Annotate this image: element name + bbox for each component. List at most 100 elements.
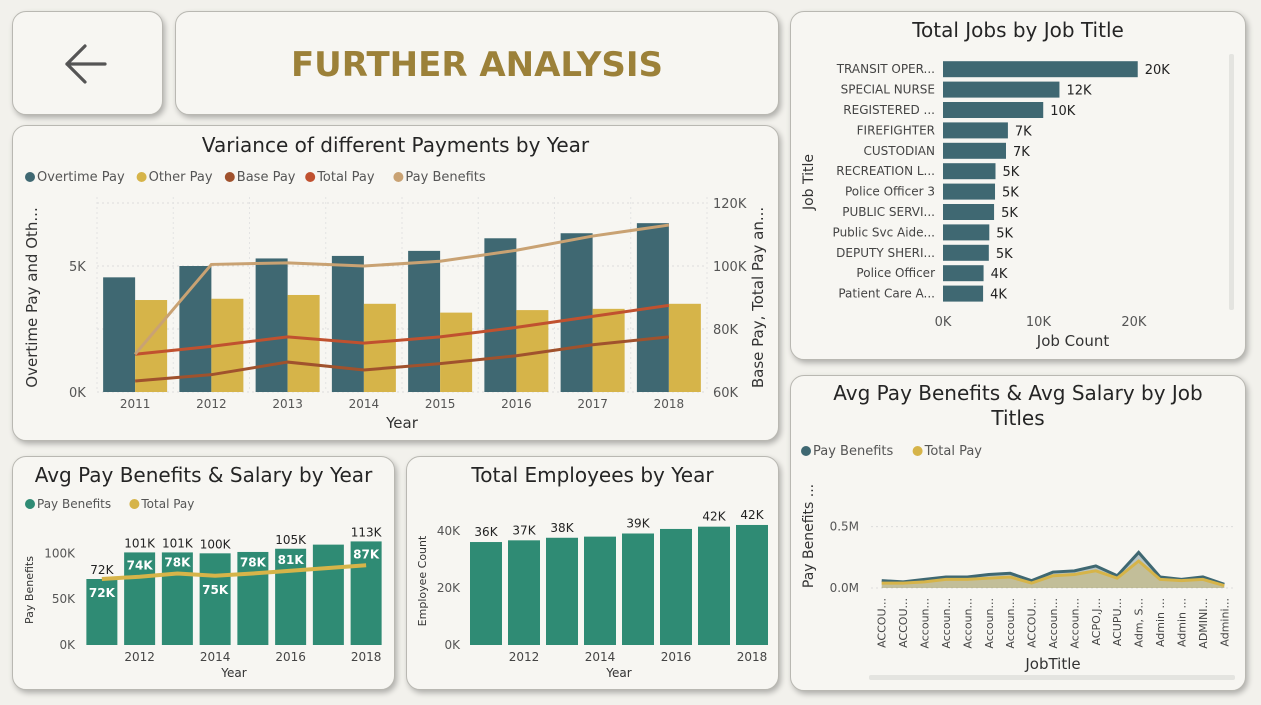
avg-year-chart-title: Avg Pay Benefits & Salary by Year (34, 463, 373, 487)
bar-job[interactable] (943, 122, 1008, 139)
y-tick-label: Police Officer (856, 266, 935, 280)
data-label: 4K (990, 288, 1007, 303)
line-total-pay[interactable] (134, 303, 670, 356)
bar-employees[interactable] (470, 542, 502, 645)
bar-employees[interactable] (546, 537, 578, 645)
x-tick-label: Accoun... (1047, 598, 1060, 649)
y-tick-label: 5K (69, 260, 86, 275)
legend-entry[interactable]: Total Pay (140, 497, 194, 511)
back-button[interactable] (12, 11, 163, 115)
x-tick-label: ACCOU... (897, 598, 910, 648)
line-base-pay[interactable] (135, 335, 670, 383)
bar-overtime-pay[interactable] (255, 258, 288, 392)
data-label: 87K (353, 547, 380, 561)
bar-employees[interactable] (698, 526, 730, 645)
data-label: 5K (1003, 165, 1020, 180)
x-axis-label: JobTitle (1024, 655, 1080, 673)
bar-pay-benefits[interactable] (124, 552, 156, 645)
data-label: 100K (200, 537, 232, 551)
bar-employees[interactable] (508, 540, 540, 645)
data-label: 72K (89, 586, 116, 600)
bar-pay-benefits[interactable] (350, 541, 382, 645)
bar-job[interactable] (943, 204, 995, 220)
bar-pay-benefits[interactable] (237, 551, 269, 645)
y-tick-label: Public Svc Aide... (833, 225, 935, 239)
y-tick-label: FIREFIGHTER (857, 123, 935, 137)
legend-entry[interactable]: Other Pay (149, 170, 213, 185)
bar-other-pay[interactable] (668, 303, 701, 392)
x-tick-label: 20K (1121, 315, 1147, 330)
data-label: 12K (1066, 84, 1092, 99)
legend-entry[interactable]: Pay Benefits (37, 497, 111, 511)
x-axis-label: Year (605, 666, 631, 680)
bar-pay-benefits[interactable] (312, 544, 344, 645)
avg-year-chart: Pay Benefits Total Pay 0K 50K 100K 72K 101K 201… (23, 497, 383, 680)
data-label: 36K (474, 525, 498, 539)
y2-axis-label: Base Pay, Total Pay an... (749, 207, 767, 388)
bar-overtime-pay[interactable] (484, 238, 517, 392)
bar-pay-benefits[interactable] (199, 553, 231, 645)
bar-pay-benefits[interactable] (275, 548, 307, 645)
bar-job[interactable] (943, 183, 996, 200)
legend-marker (136, 172, 147, 182)
employees-chart-card: Total Employees by Year 0K 20K 40K 36K 37K 20… (406, 456, 779, 690)
bar-job[interactable] (943, 244, 989, 261)
bar-employees[interactable] (584, 536, 616, 645)
legend-entry[interactable]: Base Pay (237, 170, 296, 185)
scrollbar[interactable] (1229, 54, 1234, 310)
y2-tick-label: 120K (713, 197, 747, 212)
bar-overtime-pay[interactable] (103, 277, 136, 392)
legend-marker (801, 446, 811, 456)
bar-other-pay[interactable] (440, 312, 473, 392)
scrollbar[interactable] (869, 675, 1235, 680)
data-label: 113K (351, 525, 383, 539)
x-tick-label: Admini... (1218, 598, 1231, 647)
bar-other-pay[interactable] (287, 294, 320, 392)
bar-other-pay[interactable] (592, 308, 625, 392)
bar-overtime-pay[interactable] (331, 255, 364, 392)
bar-job[interactable] (943, 142, 1006, 159)
y-tick-label: REGISTERED ... (843, 103, 935, 117)
x-axis-label: Year (385, 414, 419, 432)
bar-job[interactable] (943, 224, 990, 241)
data-label: 42K (702, 510, 726, 524)
x-tick-label: Accoun... (961, 598, 974, 649)
legend-marker (912, 446, 923, 456)
y-tick-label: 50K (52, 592, 76, 606)
line-total-pay[interactable] (101, 563, 367, 581)
jobs-chart: TRANSIT OPER... 20K SPECIAL NURSE 12K REGIST… (801, 54, 1234, 350)
legend-entry[interactable]: Overtime Pay (37, 170, 125, 185)
y-axis-label: Pay Benefits (23, 556, 36, 624)
legend-entry[interactable]: Pay Benefits (405, 170, 485, 185)
bar-pay-benefits[interactable] (161, 552, 193, 645)
y-tick-label: 0K (444, 638, 461, 652)
line-total-pay[interactable] (881, 559, 1225, 587)
data-label: 5K (1001, 206, 1018, 221)
data-label: 5K (996, 247, 1013, 262)
bar-job[interactable] (943, 285, 984, 302)
line-pay-benefits[interactable] (133, 223, 670, 356)
bar-overtime-pay[interactable] (179, 266, 212, 392)
bar-overtime-pay[interactable] (408, 250, 441, 392)
x-tick-label: 2014 (585, 650, 616, 664)
legend-entry[interactable]: Total Pay (924, 444, 983, 459)
legend-entry[interactable]: Total Pay (316, 170, 375, 185)
x-tick-label: 0K (935, 315, 952, 330)
bar-employees[interactable] (622, 533, 654, 645)
bar-job[interactable] (943, 61, 1138, 78)
bar-overtime-pay[interactable] (560, 233, 593, 392)
line-pay-benefits[interactable] (881, 550, 1225, 586)
y2-tick-label: 60K (713, 386, 739, 401)
bar-job[interactable] (943, 265, 984, 282)
bar-employees[interactable] (660, 528, 692, 645)
bar-employees[interactable] (736, 524, 768, 645)
legend-entry[interactable]: Pay Benefits (813, 444, 893, 459)
bar-job[interactable] (943, 102, 1044, 118)
data-label: 10K (1050, 104, 1076, 119)
x-tick-label: 2018 (351, 650, 382, 664)
bar-job[interactable] (943, 81, 1060, 98)
bar-other-pay[interactable] (363, 303, 396, 392)
data-label: 75K (202, 583, 229, 597)
bar-job[interactable] (943, 163, 996, 180)
bar-pay-benefits[interactable] (86, 579, 118, 645)
